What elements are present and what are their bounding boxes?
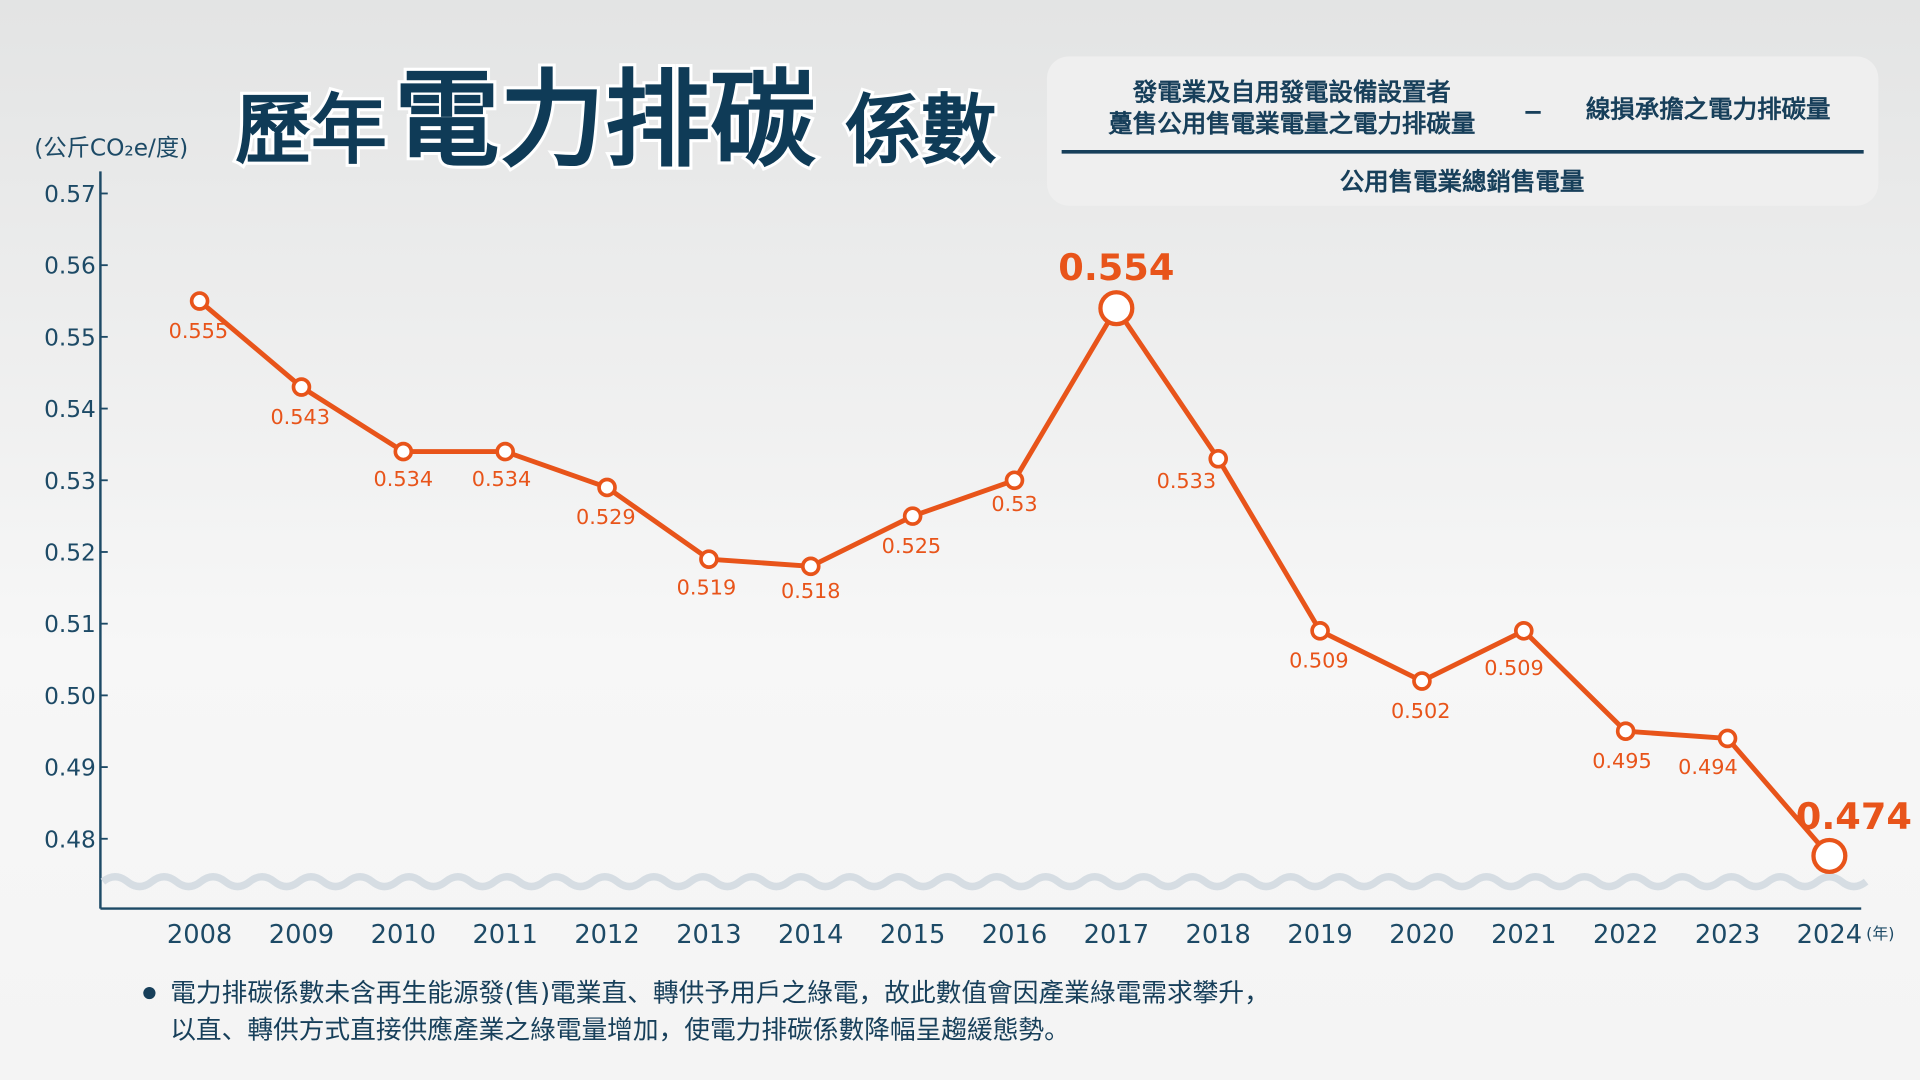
data-point [902,506,923,526]
x-tick-label: 2010 [371,920,436,950]
note-bullet [143,986,156,1000]
y-tick-label: 0.50 [44,683,96,710]
y-tick-label: 0.54 [44,396,96,423]
data-point [1098,290,1135,327]
y-tick-label: 0.55 [44,324,96,351]
data-label: 0.533 [1157,469,1217,493]
x-tick-label: 2012 [574,920,639,950]
x-tick-label: 2024 [1797,920,1862,950]
data-label: 0.502 [1391,699,1451,723]
x-tick-label: 2020 [1389,920,1454,950]
x-tick-label: 2008 [167,920,232,950]
data-label: 0.509 [1289,649,1349,673]
data-point [1412,671,1432,691]
data-label: 0.53 [991,492,1037,516]
data-point [800,556,821,577]
title-part-3: 係數 [845,87,997,175]
x-tick-label: 2022 [1593,920,1658,950]
data-label: 0.518 [781,579,841,603]
x-tick-label: 2018 [1186,920,1251,950]
x-tick-label: 2017 [1084,920,1149,950]
y-tick-label: 0.56 [44,253,96,280]
y-tick-label: 0.53 [44,468,96,495]
x-tick-label: 2014 [778,920,843,950]
axis-break-wave [100,873,1869,891]
data-point [1514,621,1534,641]
data-label: 0.494 [1678,755,1738,779]
note-line-1: 電力排碳係數未含再生能源發(售)電業直、轉供予用戶之綠電，故此數值會因產業綠電需… [170,979,1270,1009]
formula-box: 發電業及自用發電設備設置者 躉售公用售電業電量之電力排碳量 − 線損承擔之電力排… [1046,56,1879,206]
data-point [1208,448,1229,469]
data-label: 0.534 [374,467,434,491]
y-axis-label: (公斤CO₂e/度) [34,135,188,162]
data-point [1811,837,1848,874]
x-tick-label: 2009 [269,920,334,950]
title-part-1: 歷年 [235,87,387,175]
data-point [393,441,414,462]
x-axis: 2008 2009 2010 2011 2012 2013 2014 2015 2016 2017… [167,920,1862,950]
x-tick-label: 2011 [472,920,537,950]
y-tick-label: 0.51 [44,611,96,638]
formula-subtracted: 線損承擔之電力排碳量 [1586,95,1831,124]
data-label: 0.543 [270,405,330,429]
title-part-2: 電力排碳 [394,59,816,182]
x-tick-label: 2016 [982,920,1047,950]
x-tick-label: 2023 [1695,920,1760,950]
note-line-2: 以直、轉供方式直接供應產業之綠電量增加，使電力排碳係數降幅呈趨緩態勢。 [170,1015,1070,1045]
data-point [291,377,312,397]
y-axis: 0.57 0.56 0.55 0.54 0.53 0.52 0.51 0.50 0.49 0.48 [44,181,108,853]
data-label: 0.529 [576,505,636,529]
data-label: 0.525 [882,534,942,558]
y-tick-label: 0.48 [44,826,96,853]
data-label: 0.474 [1796,795,1912,838]
data-label: 0.495 [1592,749,1652,773]
data-label: 0.554 [1058,246,1174,289]
x-tick-label: 2015 [880,920,945,950]
x-tick-label: 2021 [1491,920,1556,950]
x-tick-label: 2013 [676,920,741,950]
data-point [189,291,210,311]
formula-numerator-line1: 發電業及自用發電設備設置者 [1132,77,1451,106]
y-tick-label: 0.49 [44,755,96,782]
data-point [597,477,617,498]
data-point [1004,470,1025,491]
data-point [1615,721,1636,742]
data-label: 0.555 [169,319,229,343]
data-label: 0.519 [677,576,737,600]
formula-numerator-line2: 躉售公用售電業電量之電力排碳量 [1107,109,1475,138]
formula-denominator: 公用售電業總銷售電量 [1340,167,1585,196]
data-point [699,549,719,569]
data-point [1717,728,1738,749]
y-tick-label: 0.52 [44,540,96,567]
data-label: 0.534 [472,467,532,491]
data-label: 0.509 [1484,656,1544,680]
data-point [495,441,515,462]
x-tick-label: 2019 [1287,920,1352,950]
formula-minus: − [1523,97,1544,126]
data-point [1310,621,1330,641]
x-axis-unit: (年) [1866,924,1894,943]
y-tick-label: 0.57 [44,181,96,208]
series-line: 0.555 0.543 0.534 0.534 0.529 0.519 0.518 0.525… [169,246,1912,874]
page-title: 歷年 電力排碳 係數 [232,56,1000,185]
